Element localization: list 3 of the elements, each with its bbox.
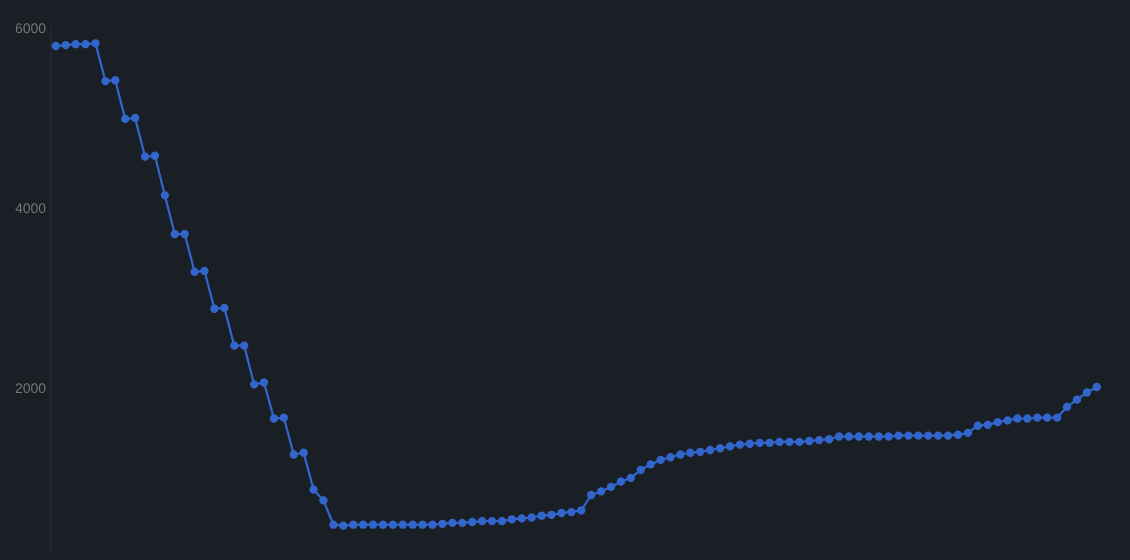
y-tick-label: 2000 [15,383,46,394]
y-tick-label: 4000 [15,203,46,214]
y-tick-label: 6000 [15,23,46,34]
